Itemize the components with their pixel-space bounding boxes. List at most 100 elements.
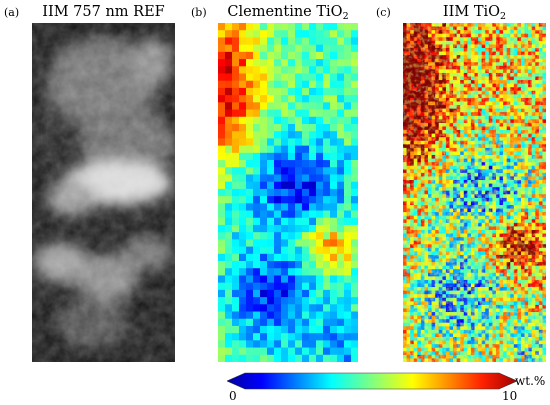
map-pixel: [246, 217, 254, 226]
map-pixel: [253, 347, 261, 356]
map-pixel: [323, 167, 331, 175]
map-pixel: [337, 80, 345, 89]
map-pixel: [302, 261, 310, 269]
map-pixel: [232, 30, 240, 38]
map-pixel: [246, 174, 254, 183]
map-pixel: [295, 325, 303, 334]
map-pixel: [246, 224, 254, 233]
map-pixel: [323, 325, 331, 334]
map-pixel: [288, 354, 296, 362]
map-pixel: [218, 131, 226, 139]
map-pixel: [295, 44, 303, 53]
map-pixel: [253, 261, 261, 269]
map-pixel: [239, 181, 247, 190]
map-pixel: [316, 275, 324, 284]
map-pixel: [232, 116, 240, 125]
map-pixel: [239, 275, 247, 284]
map-pixel: [239, 196, 247, 204]
map-pixel: [281, 232, 289, 240]
map-pixel: [288, 261, 296, 269]
map-pixel: [309, 261, 317, 269]
map-pixel: [323, 304, 331, 312]
map-pixel: [337, 66, 345, 74]
map-pixel: [330, 354, 338, 362]
map-pixel: [218, 268, 226, 276]
map-pixel: [225, 44, 233, 53]
map-pixel: [288, 282, 296, 291]
map-pixel: [281, 116, 289, 125]
map-pixel: [295, 73, 303, 82]
map-pixel: [260, 145, 268, 154]
map-pixel: [232, 196, 240, 204]
map-pixel: [316, 160, 324, 168]
map-pixel: [253, 174, 261, 183]
map-pixel: [281, 138, 289, 147]
map-pixel: [246, 246, 254, 255]
map-pixel: [330, 152, 338, 161]
map-pixel: [225, 289, 233, 298]
map-pixel: [260, 210, 268, 219]
map-pixel: [337, 160, 345, 168]
map-pixel: [239, 239, 247, 247]
map-pixel: [351, 160, 358, 168]
map-pixel: [323, 347, 331, 356]
map-pixel: [344, 224, 352, 233]
map-pixel: [232, 95, 240, 103]
map-pixel: [260, 102, 268, 110]
map-pixel: [274, 131, 282, 139]
colorbar-unit-label: wt.%: [515, 374, 546, 388]
map-pixel: [281, 340, 289, 348]
map-pixel: [288, 51, 296, 60]
map-pixel: [337, 261, 345, 269]
map-pixel: [239, 268, 247, 276]
map-pixel: [295, 167, 303, 175]
map-pixel: [232, 261, 240, 269]
map-pixel: [239, 123, 247, 132]
map-pixel: [302, 340, 310, 348]
map-pixel: [302, 181, 310, 190]
map-pixel: [302, 87, 310, 96]
map-pixel: [309, 145, 317, 154]
map-pixel: [302, 297, 310, 305]
map-pixel: [267, 289, 275, 298]
map-pixel: [330, 325, 338, 334]
map-pixel: [302, 73, 310, 82]
map-pixel: [344, 333, 352, 341]
map-pixel: [260, 217, 268, 226]
map-pixel: [253, 188, 261, 197]
map-pixel: [351, 109, 358, 118]
iim-tio2-map-panel: [403, 23, 546, 362]
map-pixel: [316, 196, 324, 204]
map-pixel: [232, 333, 240, 341]
map-pixel: [218, 253, 226, 262]
map-pixel: [246, 325, 254, 334]
map-pixel: [281, 268, 289, 276]
map-pixel: [351, 44, 358, 53]
map-pixel: [239, 224, 247, 233]
map-pixel: [302, 304, 310, 312]
map-pixel: [281, 167, 289, 175]
map-pixel: [232, 160, 240, 168]
map-pixel: [337, 102, 345, 110]
map-pixel: [344, 109, 352, 118]
map-pixel: [239, 80, 247, 89]
map-pixel: [344, 210, 352, 219]
map-pixel: [351, 239, 358, 247]
map-pixel: [267, 30, 275, 38]
map-pixel: [274, 167, 282, 175]
map-pixel: [330, 297, 338, 305]
map-pixel: [323, 224, 331, 233]
map-pixel: [225, 66, 233, 74]
map-pixel: [253, 80, 261, 89]
map-pixel: [295, 239, 303, 247]
map-pixel: [218, 167, 226, 175]
map-pixel: [309, 87, 317, 96]
map-pixel: [295, 232, 303, 240]
map-pixel: [239, 232, 247, 240]
map-pixel: [239, 210, 247, 219]
map-pixel: [288, 318, 296, 327]
map-pixel: [351, 30, 358, 38]
map-pixel: [288, 80, 296, 89]
map-pixel: [225, 174, 233, 183]
map-pixel: [288, 232, 296, 240]
